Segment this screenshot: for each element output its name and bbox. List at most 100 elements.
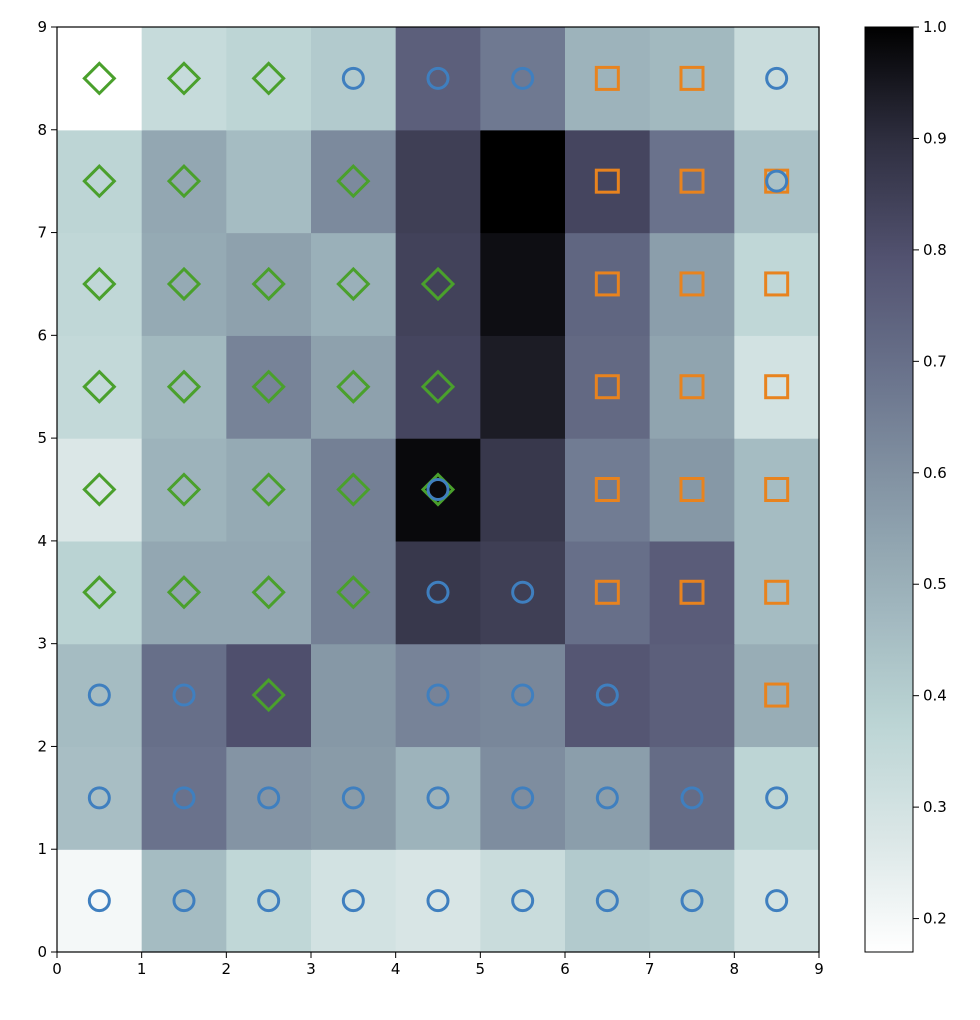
heatmap-cell <box>734 129 820 234</box>
heatmap-cell <box>734 232 820 336</box>
diamond-marker <box>166 61 202 96</box>
heatmap-cell <box>395 129 481 234</box>
diamond-marker <box>82 575 117 610</box>
heatmap-cells <box>57 27 820 953</box>
heatmap-cell <box>141 746 227 850</box>
x-tick-label: 9 <box>814 960 824 978</box>
circle-marker <box>426 786 450 810</box>
heatmap-cell <box>226 746 312 850</box>
circle-marker <box>426 889 450 913</box>
circle-marker <box>511 683 535 707</box>
square-marker <box>594 65 620 91</box>
heatmap-cell <box>565 335 651 439</box>
y-tick-label: 3 <box>37 635 47 653</box>
circle-marker <box>341 786 365 810</box>
heatmap-cell <box>311 643 397 748</box>
x-tick-label: 3 <box>306 960 316 978</box>
heatmap-cell <box>395 335 481 439</box>
diamond-marker <box>251 677 286 713</box>
circle-marker <box>426 683 450 707</box>
colorbar: 0.2 0.3 0.4 0.5 0.6 0.7 0.8 0.9 1.0 <box>864 18 947 953</box>
x-tick-label: 1 <box>137 960 147 978</box>
heatmap-cell <box>226 232 312 336</box>
heatmap-cell <box>565 129 651 234</box>
heatmap-cell <box>57 27 143 131</box>
circle-marker <box>87 786 111 810</box>
diamond-marker <box>420 369 456 404</box>
heatmap-cell <box>649 438 735 542</box>
circle-marker <box>257 786 281 810</box>
circle-marker <box>765 169 789 193</box>
heatmap-cell <box>141 27 227 131</box>
y-tick-label: 1 <box>37 840 47 858</box>
heatmap-cell <box>649 232 735 336</box>
circle-marker <box>680 786 704 810</box>
colorbar-tick-label: 1.0 <box>923 18 947 36</box>
colorbar-tick-label: 0.6 <box>923 464 947 482</box>
diamond-marker <box>82 472 117 507</box>
circle-marker <box>341 66 365 90</box>
diamond-marker <box>251 472 286 507</box>
square-marker <box>764 271 790 297</box>
heatmap-cell <box>565 27 651 131</box>
circle-marker <box>426 580 450 604</box>
diamond-marker <box>251 575 286 610</box>
circle-marker <box>595 889 619 913</box>
circle-marker <box>595 683 619 707</box>
square-marker <box>679 271 705 297</box>
heatmap-cell <box>565 849 651 953</box>
heatmap-cell <box>734 643 820 748</box>
heatmap-cell <box>480 540 566 645</box>
circle-marker <box>257 889 281 913</box>
heatmap-cell <box>395 849 481 953</box>
circle-marker <box>595 786 619 810</box>
square-marker <box>764 579 790 605</box>
heatmap-cell <box>565 746 651 850</box>
square-marker <box>594 168 620 194</box>
square-marker <box>679 65 705 91</box>
y-tick-label: 6 <box>37 326 47 344</box>
heatmap-cell <box>141 643 227 748</box>
colorbar-tick-label: 0.7 <box>923 352 947 370</box>
diamond-marker <box>82 369 117 404</box>
plot-frame <box>56 26 820 953</box>
diamond-marker <box>251 266 286 302</box>
diamond-marker <box>336 164 371 199</box>
heatmap-cell <box>565 540 651 645</box>
heatmap-cell <box>57 232 143 336</box>
x-tick-label: 7 <box>645 960 655 978</box>
heatmap-cell <box>311 540 397 645</box>
heatmap-cell <box>226 643 312 748</box>
diamond-marker <box>166 575 202 610</box>
heatmap-cell <box>734 438 820 542</box>
heatmap-cell <box>565 643 651 748</box>
y-tick-label: 5 <box>37 429 47 447</box>
heatmap-cell <box>141 129 227 234</box>
circle-marker <box>172 786 196 810</box>
circle-marker <box>765 786 789 810</box>
heatmap-cell <box>565 232 651 336</box>
heatmap-cell <box>480 27 566 131</box>
diamond-marker <box>166 164 202 199</box>
circle-marker <box>87 889 111 913</box>
heatmap-cell <box>141 540 227 645</box>
heatmap-cell <box>734 746 820 850</box>
y-tick-label: 4 <box>37 532 47 550</box>
heatmap-cell <box>226 335 312 439</box>
heatmap-cell <box>395 540 481 645</box>
circle-marker <box>172 683 196 707</box>
heatmap-cell <box>480 643 566 748</box>
heatmap-cell <box>395 27 481 131</box>
heatmap-cell <box>141 438 227 542</box>
x-axis: 0 1 2 3 4 5 6 7 8 9 <box>52 952 824 978</box>
heatmap-cell <box>480 438 566 542</box>
square-marker <box>679 168 705 194</box>
square-marker <box>594 271 620 297</box>
square-marker <box>594 374 620 400</box>
square-marker <box>594 477 620 502</box>
diamond-marker <box>251 369 286 404</box>
heatmap-cell <box>57 746 143 850</box>
y-axis: 0 1 2 3 4 5 6 7 8 9 <box>37 18 57 961</box>
heatmap-cell <box>311 232 397 336</box>
colorbar-tick-label: 0.2 <box>923 910 947 928</box>
